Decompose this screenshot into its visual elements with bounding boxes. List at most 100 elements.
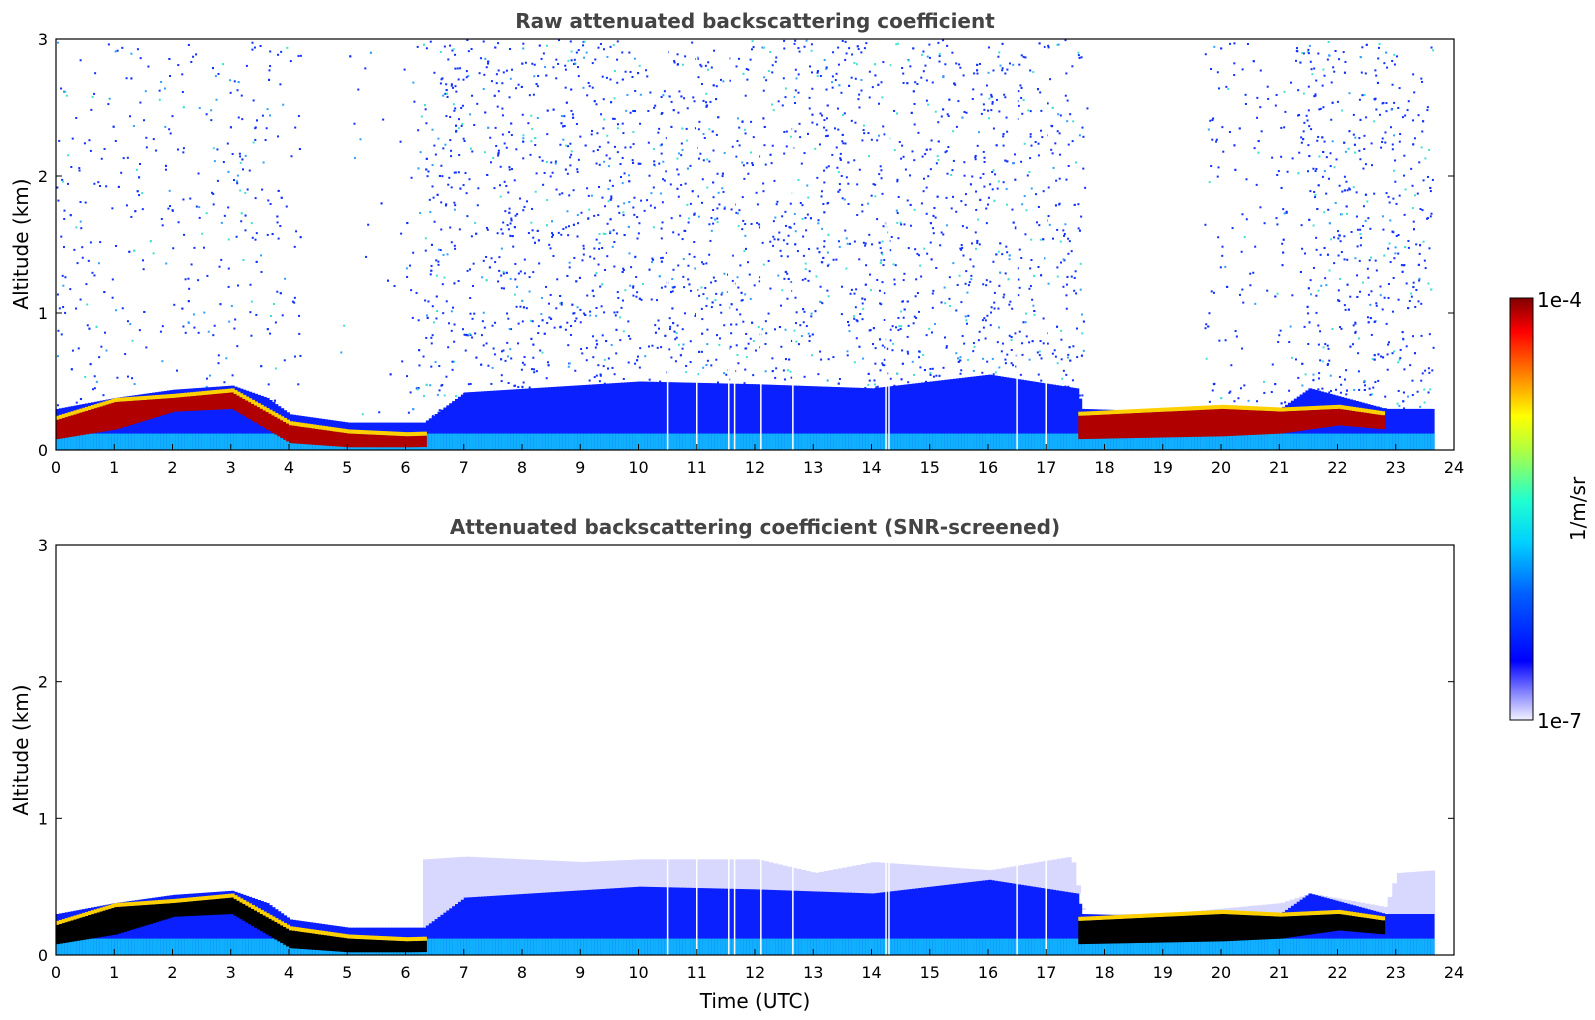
noise-pixel	[920, 76, 923, 79]
noise-pixel	[999, 64, 1002, 67]
high-signal-layer	[1258, 410, 1263, 435]
noise-pixel	[662, 94, 665, 97]
noise-pixel	[840, 285, 843, 288]
layer-edge	[1151, 408, 1156, 413]
boundary-layer-column	[213, 386, 218, 450]
surface-layer-column	[565, 433, 570, 450]
surface-layer-column	[1258, 433, 1263, 450]
noise-pixel	[879, 302, 882, 305]
noise-pixel	[913, 315, 916, 318]
noise-pixel	[1340, 383, 1343, 386]
boundary-layer-column	[233, 386, 238, 450]
noise-pixel	[744, 132, 747, 135]
layer-edge	[1121, 409, 1126, 414]
noise-pixel	[1385, 110, 1388, 113]
noise-pixel	[1367, 276, 1370, 279]
noise-pixel	[1363, 93, 1366, 96]
surface-layer-column	[766, 433, 771, 450]
noise-pixel	[415, 291, 418, 294]
layer-edge	[329, 426, 334, 432]
noise-pixel	[967, 314, 970, 317]
noise-pixel	[671, 290, 674, 293]
noise-pixel	[1053, 349, 1056, 352]
boundary-layer-column	[475, 391, 480, 450]
boundary-layer-column	[484, 391, 489, 450]
noise-pixel	[840, 313, 843, 316]
high-signal-layer	[102, 405, 107, 432]
noise-pixel	[844, 58, 847, 61]
noise-pixel	[1346, 258, 1349, 261]
noise-pixel	[1422, 179, 1425, 182]
boundary-layer-column	[1384, 408, 1389, 450]
noise-pixel	[559, 295, 562, 298]
noise-pixel	[1317, 388, 1320, 391]
noise-pixel	[928, 56, 931, 59]
noise-pixel	[1370, 333, 1373, 336]
noise-pixel	[451, 306, 454, 309]
noise-pixel	[673, 60, 676, 63]
noise-pixel	[551, 232, 554, 235]
noise-pixel	[636, 359, 639, 362]
noise-pixel	[1354, 322, 1357, 325]
noise-pixel	[161, 325, 164, 328]
surface-layer-column	[859, 433, 864, 450]
noise-pixel	[1329, 165, 1332, 168]
surface-layer-column	[722, 433, 727, 450]
noise-pixel	[458, 154, 461, 157]
noise-pixel	[836, 166, 839, 169]
boundary-layer-column	[1043, 383, 1048, 450]
high-signal-layer	[239, 397, 244, 415]
noise-pixel	[1348, 188, 1351, 191]
noise-pixel	[195, 53, 198, 56]
noise-pixel	[1385, 322, 1388, 325]
noise-pixel	[587, 194, 590, 197]
high-signal-layer	[312, 428, 317, 445]
boundary-layer-column	[195, 388, 200, 450]
noise-pixel	[79, 59, 82, 62]
high-signal-layer	[64, 417, 69, 438]
noise-pixel	[1051, 237, 1054, 240]
noise-pixel	[889, 377, 892, 380]
surface-layer-column	[446, 433, 451, 450]
noise-pixel	[691, 41, 694, 44]
noise-pixel	[677, 111, 680, 114]
noise-pixel	[1280, 126, 1283, 129]
noise-pixel	[274, 367, 277, 370]
surface-layer-column	[1221, 433, 1225, 450]
noise-pixel	[1301, 384, 1304, 387]
boundary-layer-column	[918, 382, 923, 450]
noise-pixel	[223, 381, 226, 384]
noise-pixel	[164, 164, 167, 167]
noise-pixel	[293, 355, 296, 358]
noise-pixel	[648, 174, 651, 177]
noise-pixel	[466, 269, 469, 272]
boundary-layer-column	[819, 386, 823, 450]
noise-pixel	[790, 376, 793, 379]
noise-pixel	[1429, 215, 1432, 218]
boundary-layer-column	[894, 385, 899, 450]
noise-pixel	[221, 63, 224, 66]
noise-pixel	[99, 241, 102, 244]
noise-pixel	[449, 116, 452, 119]
noise-pixel	[1242, 301, 1245, 304]
noise-pixel	[427, 300, 430, 303]
noise-pixel	[983, 185, 986, 188]
noise-pixel	[1344, 378, 1347, 381]
noise-pixel	[482, 311, 485, 314]
noise-pixel	[899, 327, 902, 330]
noise-pixel	[861, 210, 864, 213]
noise-pixel	[794, 230, 797, 233]
noise-pixel	[1081, 394, 1084, 397]
noise-pixel	[160, 80, 163, 83]
boundary-layer-column	[455, 398, 459, 450]
noise-pixel	[647, 141, 650, 144]
noise-pixel	[698, 350, 701, 353]
noise-pixel	[1313, 67, 1316, 70]
noise-pixel	[686, 107, 689, 110]
noise-pixel	[1315, 248, 1318, 251]
noise-pixel	[567, 225, 570, 228]
noise-pixel	[234, 318, 237, 321]
noise-pixel	[736, 276, 739, 279]
noise-pixel	[585, 51, 588, 54]
surface-layer-column	[137, 433, 142, 450]
